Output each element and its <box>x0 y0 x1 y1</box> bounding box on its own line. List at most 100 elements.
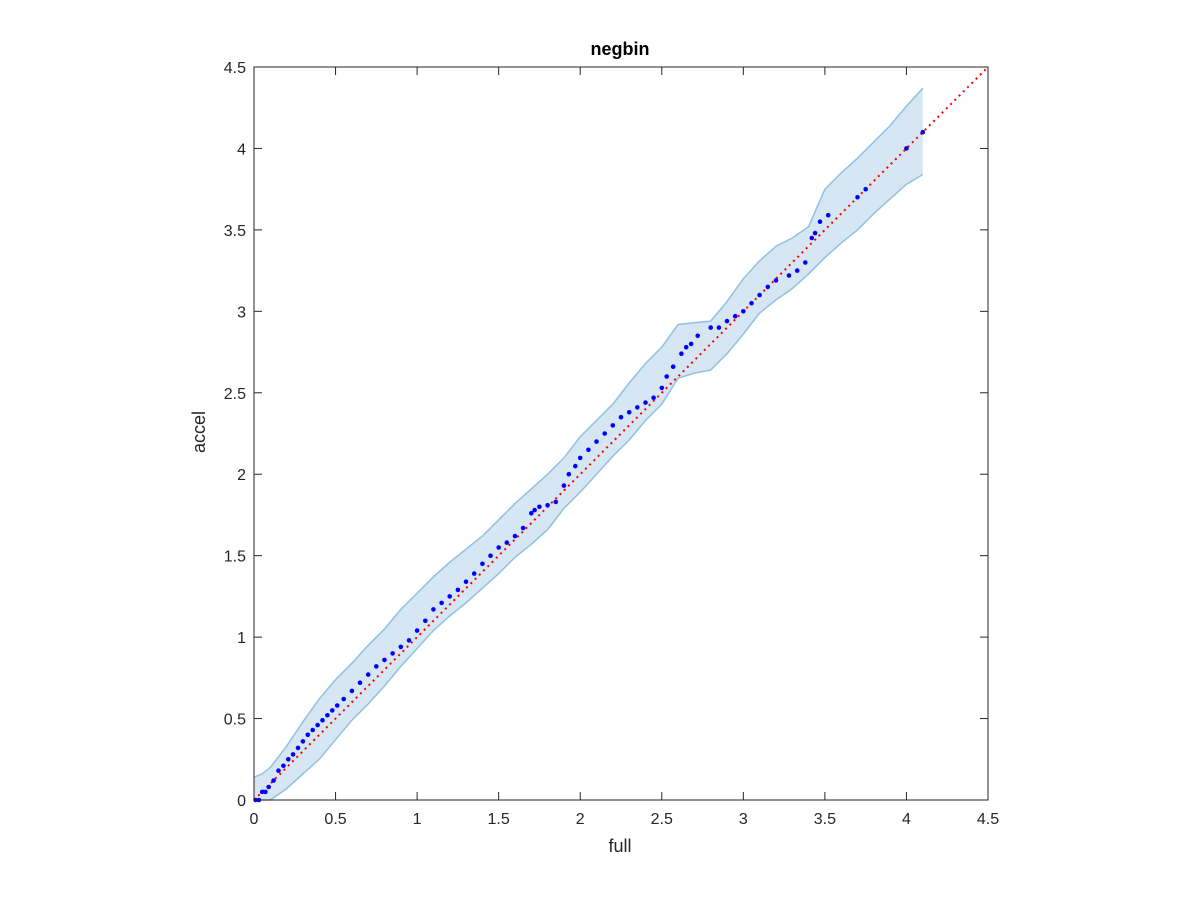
x-tick-label: 2 <box>576 811 585 828</box>
data-point <box>577 455 583 461</box>
band-lower-edge <box>254 173 924 801</box>
data-point <box>286 757 291 762</box>
data-point <box>586 447 591 453</box>
axes: 0 0.5 1 1.5 2 2.5 3 3.5 4 4.5 0 0.5 1 1.5 2 2.5 3 3.5 4 4.5 <box>224 60 999 828</box>
data-point <box>532 507 537 513</box>
data-point <box>566 471 572 477</box>
y-tick-label: 2.5 <box>224 386 246 403</box>
data-point <box>330 708 335 713</box>
y-tick-label: 3 <box>237 304 246 321</box>
data-point <box>357 680 363 685</box>
y-tick-label: 3.5 <box>224 223 246 240</box>
data-point <box>488 553 493 558</box>
data-point <box>732 313 738 319</box>
data-point <box>545 502 550 508</box>
y-tick-label: 0.5 <box>224 712 246 729</box>
x-tick-label: 3 <box>739 811 748 828</box>
data-point <box>290 752 296 757</box>
y-tick-label: 0 <box>237 793 246 810</box>
y-tick-label: 2 <box>237 467 246 484</box>
data-point <box>659 385 665 391</box>
data-point <box>263 789 268 795</box>
y-axis-label: accel <box>189 411 209 453</box>
data-point <box>463 579 469 584</box>
data-point <box>670 364 676 370</box>
data-point <box>300 739 306 744</box>
data-point <box>794 268 800 273</box>
data-point <box>305 732 311 738</box>
plot-area <box>253 66 989 803</box>
data-point <box>398 644 404 650</box>
data-point <box>863 186 868 192</box>
x-tick-label: 3.5 <box>814 811 836 828</box>
data-point <box>695 333 700 339</box>
data-point <box>423 618 428 624</box>
data-point <box>320 717 325 723</box>
x-tick-label: 2.5 <box>651 811 673 828</box>
data-point <box>480 561 485 567</box>
data-point <box>594 439 599 444</box>
x-tick-label: 4.5 <box>977 811 999 828</box>
band-upper-edge <box>253 87 924 778</box>
data-point <box>803 260 808 265</box>
data-point <box>610 423 616 428</box>
data-point <box>573 463 578 469</box>
y-tick-label: 1.5 <box>224 549 246 566</box>
data-point <box>812 230 818 236</box>
data-point <box>618 414 624 420</box>
data-point <box>757 292 762 298</box>
data-point <box>855 195 860 200</box>
x-tick-label: 4 <box>902 811 911 828</box>
data-point <box>406 638 412 643</box>
data-point <box>341 696 347 702</box>
data-point <box>679 351 684 357</box>
data-point <box>904 146 909 151</box>
data-point <box>635 405 640 410</box>
data-point <box>310 727 316 733</box>
data-point <box>765 284 771 290</box>
x-axis-label: full <box>608 836 631 856</box>
data-point <box>349 688 355 694</box>
data-point <box>325 713 330 718</box>
data-point <box>496 545 502 550</box>
data-point <box>439 600 444 606</box>
x-tick-label: 1.5 <box>488 811 510 828</box>
data-point <box>414 628 420 633</box>
data-point <box>602 431 607 436</box>
data-point <box>504 540 510 545</box>
data-point <box>773 278 779 283</box>
data-point <box>471 571 477 576</box>
data-point <box>724 318 730 324</box>
data-point <box>786 273 792 278</box>
axes-box <box>253 66 989 801</box>
data-point <box>817 219 823 224</box>
data-point <box>626 410 632 415</box>
data-point <box>295 745 301 751</box>
data-point <box>643 400 648 405</box>
data-point <box>716 325 722 330</box>
data-point <box>334 703 340 708</box>
data-point <box>276 768 281 773</box>
x-tick-label: 0 <box>250 811 259 828</box>
x-tick-label: 1 <box>413 811 422 828</box>
data-point <box>553 499 559 505</box>
data-point <box>512 533 518 539</box>
data-point <box>382 657 387 663</box>
y-tick-label: 4 <box>237 141 246 158</box>
data-point <box>683 344 689 350</box>
data-point <box>825 212 831 218</box>
data-point <box>374 664 379 669</box>
data-point <box>749 300 754 306</box>
data-point <box>809 235 815 241</box>
data-point <box>741 309 746 314</box>
data-point <box>266 784 272 790</box>
data-point <box>651 395 656 401</box>
y-tick-label: 1 <box>237 630 246 647</box>
data-point <box>259 789 265 795</box>
data-point <box>365 672 371 677</box>
y-tick-label: 4.5 <box>224 60 246 77</box>
chart-title: negbin <box>591 39 650 59</box>
data-point <box>664 374 669 379</box>
data-point <box>431 607 436 612</box>
